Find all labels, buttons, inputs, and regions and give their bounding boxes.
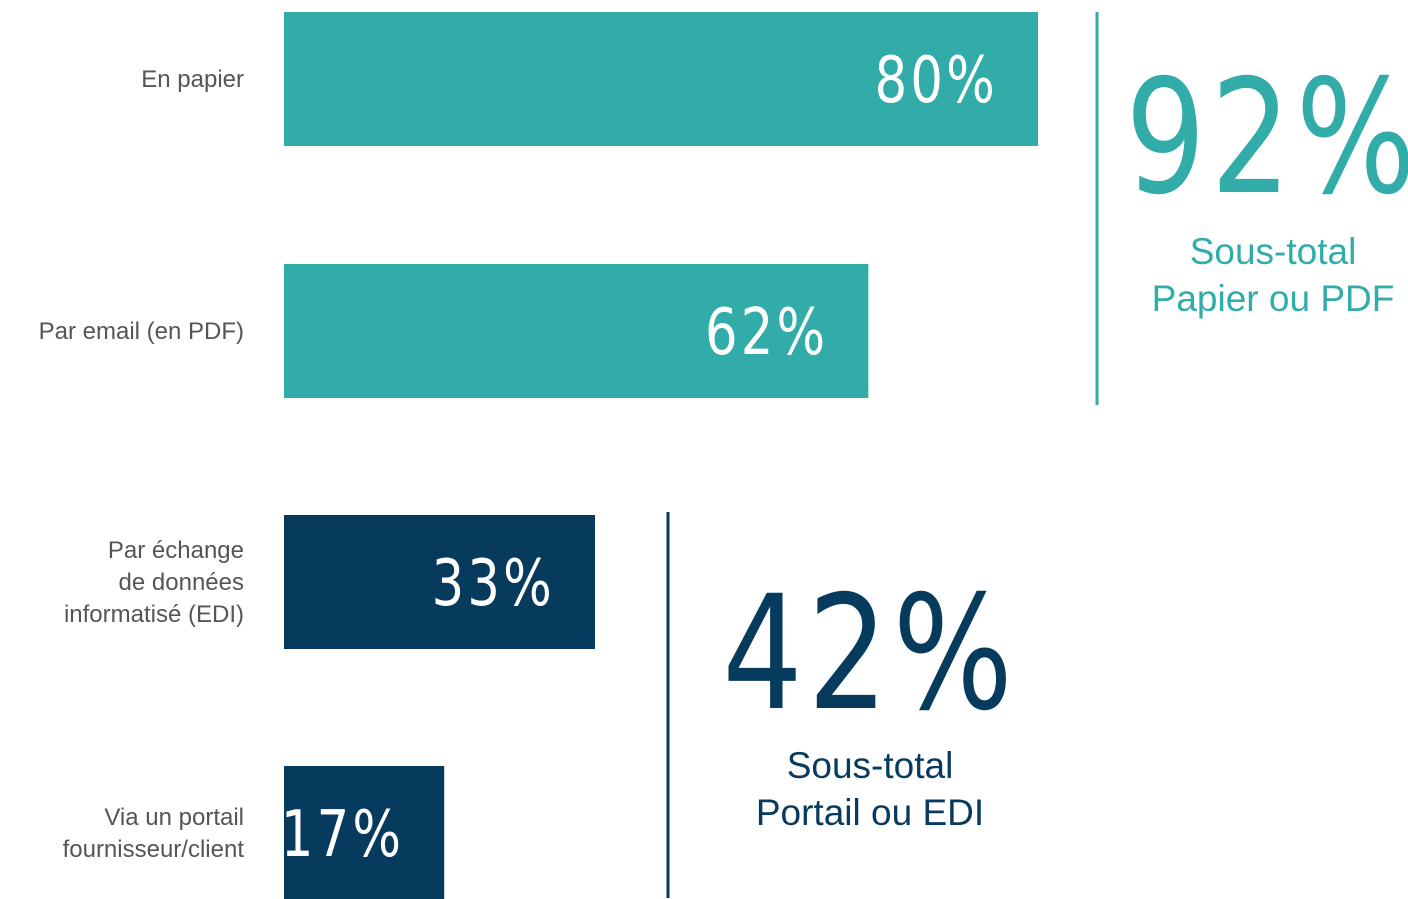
bar <box>284 515 596 649</box>
value-label: 62% <box>705 294 828 369</box>
subtotal-caption: Sous-total <box>1190 231 1357 272</box>
bar <box>284 264 869 398</box>
category-label: informatisé (EDI) <box>64 601 244 628</box>
category-label: En papier <box>141 66 244 93</box>
bar <box>284 12 1038 146</box>
subtotal-value: 92% <box>1125 45 1408 229</box>
value-label: 80% <box>875 42 998 117</box>
subtotal-caption: Portail ou EDI <box>756 792 984 833</box>
value-label: 33% <box>432 545 555 620</box>
category-label: Via un portail <box>104 804 244 831</box>
category-label: fournisseur/client <box>63 836 245 863</box>
subtotal-caption: Sous-total <box>787 745 954 786</box>
category-label: de données <box>119 569 244 596</box>
subtotal-caption: Papier ou PDF <box>1152 278 1395 319</box>
subtotal-value: 42% <box>722 561 1017 745</box>
value-label: 17% <box>281 796 404 871</box>
category-label: Par email (en PDF) <box>39 318 244 345</box>
bar <box>284 766 445 899</box>
category-label: Par échange <box>108 537 244 564</box>
